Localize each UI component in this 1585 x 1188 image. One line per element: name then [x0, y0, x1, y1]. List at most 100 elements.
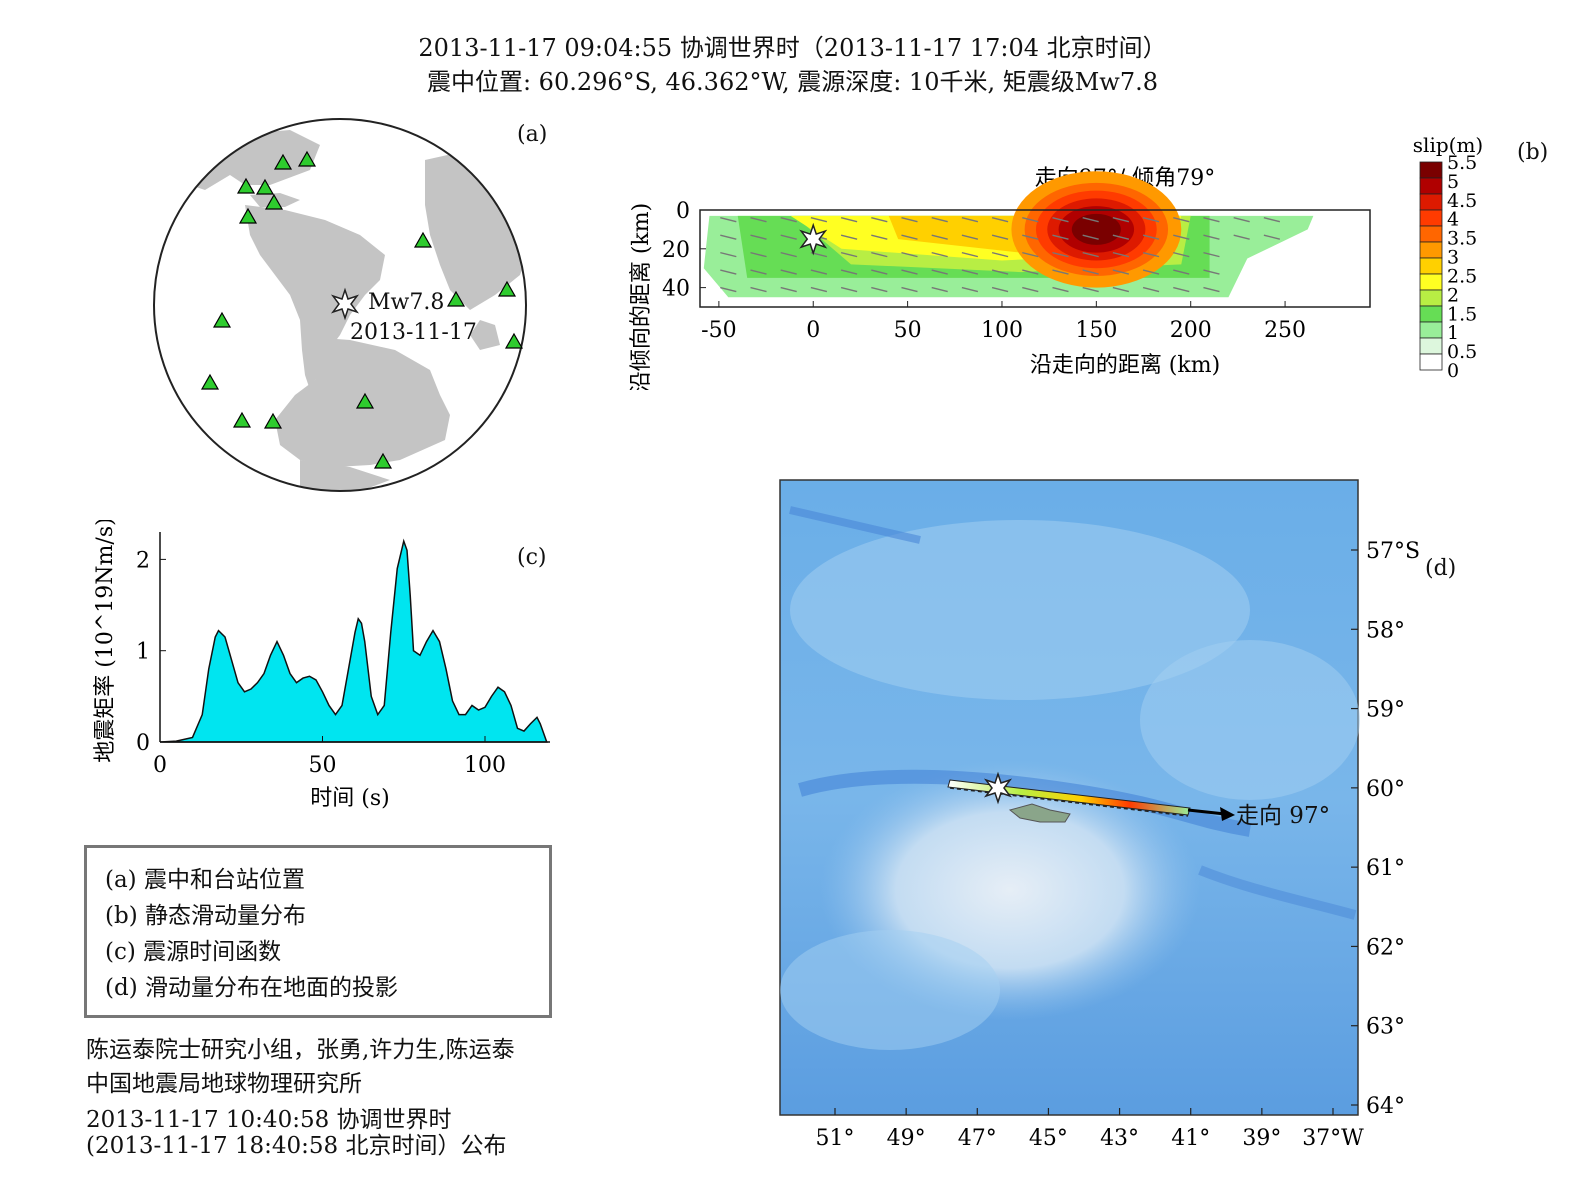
slip-vector	[750, 269, 767, 275]
colorbar-tick-label: 4.5	[1447, 190, 1477, 212]
slip-vector	[1022, 217, 1039, 223]
slip-vector	[1173, 269, 1190, 275]
slip-vector	[871, 217, 888, 223]
slip-vector	[901, 234, 918, 240]
slip-vector	[1052, 251, 1069, 258]
slip-vector	[871, 286, 888, 293]
slip-vector	[780, 286, 797, 293]
stf-xtick-label: 50	[309, 753, 337, 778]
map-lon-tick-label: 45°	[1029, 1126, 1068, 1151]
stf-xtick-label: 0	[153, 753, 167, 778]
triangle-icon	[497, 280, 517, 297]
slip-xtick-label: 200	[1170, 318, 1212, 343]
colorbar-swatch	[1419, 257, 1443, 275]
triangle-icon	[200, 373, 220, 390]
slip-vector	[840, 234, 858, 240]
slip-xtick-label: 250	[1264, 318, 1306, 343]
colorbar-tick-label: 2.5	[1447, 265, 1477, 287]
islands	[1008, 803, 1071, 823]
globe-outline	[153, 118, 527, 492]
slip-xtick-label: 100	[981, 318, 1023, 343]
slip-vector	[991, 217, 1009, 223]
slip-vector	[991, 234, 1009, 240]
triangle-icon	[413, 231, 433, 248]
map-lon-tick-label: 39°	[1242, 1126, 1281, 1151]
globe-event-label: Mw7.8	[368, 290, 444, 315]
legend-box: (a) 震中和台站位置 (b) 静态滑动量分布 (c) 震源时间函数 (d) 滑…	[84, 845, 552, 1018]
colorbar-tick-label: 2	[1447, 284, 1459, 306]
slip-vector	[871, 251, 888, 258]
slip-vector	[720, 251, 737, 258]
colorbar-swatch	[1419, 289, 1443, 307]
slip-vector	[961, 217, 979, 223]
slip-vector	[750, 234, 767, 240]
slip-vector	[1112, 251, 1130, 258]
credit-line-1: 陈运泰院士研究小组，张勇,许力生,陈运泰	[86, 1037, 515, 1063]
slip-vector	[1112, 269, 1130, 275]
slip-axes-frame	[699, 209, 1371, 308]
slip-vector	[1112, 234, 1130, 240]
slip-vector	[1082, 269, 1099, 275]
map-lon-tick-label: 41°	[1171, 1126, 1210, 1151]
slip-xtick-label: 0	[806, 318, 820, 343]
map-lon-tick-label: 47°	[958, 1126, 997, 1151]
colorbar-swatches: 5.554.543.532.521.510.50	[1419, 152, 1477, 380]
slip-vector	[931, 251, 948, 258]
slip-vector	[1203, 286, 1220, 293]
slip-vector	[840, 269, 858, 275]
slip-vector	[1173, 234, 1190, 240]
slip-xtick-label: 50	[894, 318, 922, 343]
legend-item-c: (c) 震源时间函数	[105, 939, 282, 965]
map-lat-tick-label: 63°	[1366, 1015, 1405, 1040]
slip-vector	[750, 217, 767, 223]
map-lon-tick-label: 49°	[887, 1126, 926, 1151]
slip-vector	[1022, 251, 1039, 258]
triangle-icon	[297, 150, 317, 167]
triangle-icon	[212, 311, 232, 328]
slip-vector	[1142, 234, 1160, 240]
map-lon-tick-label: 43°	[1100, 1126, 1139, 1151]
slip-vector	[1263, 217, 1281, 223]
colorbar-label: slip(m)	[1413, 133, 1483, 157]
triangle-icon	[273, 153, 293, 170]
slip-vector	[961, 251, 979, 258]
legend-item-a: (a) 震中和台站位置	[105, 867, 305, 893]
slip-vector	[1173, 251, 1190, 258]
map-axis-ticks: 57°S 58° 59° 60° 61° 62° 63° 64° 51° 49° 47° 45° 43°…	[816, 539, 1421, 1151]
colorbar-swatch	[1419, 241, 1443, 259]
slip-xtick-label: 150	[1075, 318, 1117, 343]
triangle-icon	[236, 177, 256, 194]
slip-vector	[780, 269, 797, 275]
slip-vector	[871, 234, 888, 240]
slip-vector	[1082, 234, 1099, 240]
slip-vector	[720, 234, 737, 240]
slip-vector	[1112, 286, 1130, 293]
slip-vector	[1022, 269, 1039, 275]
slip-vector	[991, 251, 1009, 258]
stf-ytick-label: 0	[136, 731, 150, 756]
slip-colorbar: slip(m) 5.554.543.532.521.510.50	[1413, 133, 1483, 380]
slip-vector	[1142, 286, 1160, 293]
slip-vector	[901, 286, 918, 293]
colorbar-tick-label: 0.5	[1447, 341, 1477, 363]
triangle-icon	[446, 290, 466, 307]
strike-arrow-icon	[1187, 807, 1235, 821]
slip-vector	[1142, 217, 1160, 223]
legend-item-b: (b) 静态滑动量分布	[105, 903, 306, 929]
slip-vector	[720, 217, 737, 223]
slip-vector	[1173, 286, 1190, 293]
slip-vector	[1022, 286, 1039, 293]
stf-xlabel: 时间 (s)	[310, 786, 389, 811]
triangle-icon	[255, 178, 275, 195]
colorbar-swatch	[1419, 209, 1443, 227]
stf-ytick-label: 1	[136, 640, 150, 665]
slip-vector	[810, 269, 828, 275]
colorbar-swatch	[1419, 273, 1443, 291]
slip-vector	[961, 269, 979, 275]
star-icon	[799, 222, 828, 256]
panel-label-c: (c)	[517, 545, 547, 570]
slip-vector	[931, 234, 948, 240]
slip-vector	[991, 286, 1009, 293]
map-lat-tick-label: 61°	[1366, 856, 1405, 881]
colorbar-tick-label: 5	[1447, 171, 1459, 193]
